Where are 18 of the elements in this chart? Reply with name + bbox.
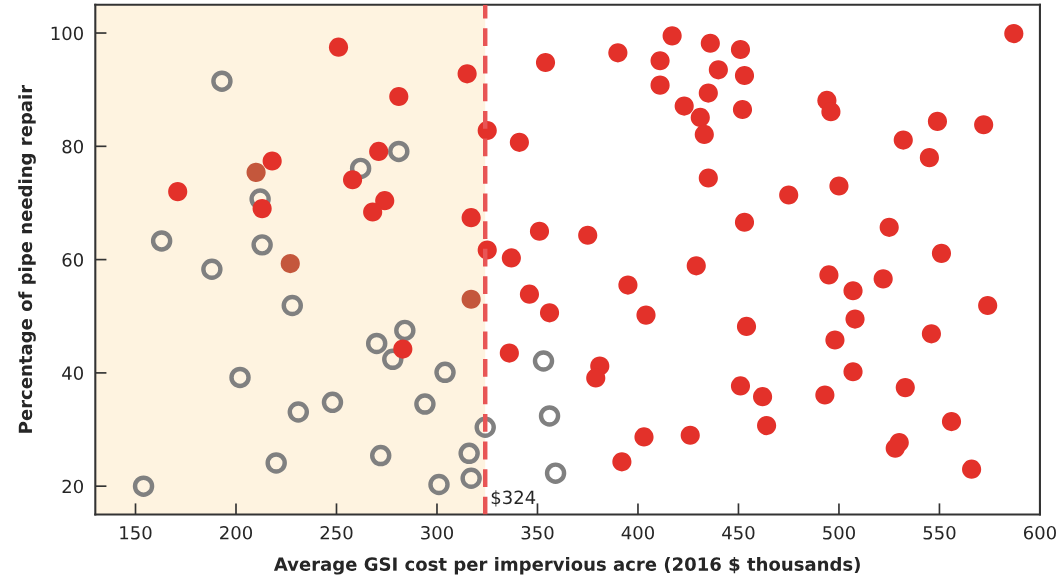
x-tick-label: 200: [220, 525, 253, 540]
x-tick-label: 300: [421, 525, 454, 540]
x-tick-label: 450: [722, 525, 755, 540]
x-axis-title: Average GSI cost per impervious acre (2016 $ thousands): [273, 556, 860, 575]
x-tick-label: 250: [320, 525, 353, 540]
y-tick-label: 100: [51, 26, 83, 41]
y-tick-label: 20: [62, 479, 83, 494]
x-tick-label: 550: [923, 525, 956, 540]
x-tick-label: 350: [521, 525, 554, 540]
ref-line-label: $324: [491, 490, 536, 507]
y-tick-label: 60: [62, 253, 83, 267]
y-tick-label: 40: [62, 366, 83, 381]
x-tick-label: 150: [120, 525, 152, 540]
y-axis-title: Percentage of pipe needing repair: [18, 84, 36, 433]
x-tick-label: 500: [823, 525, 855, 540]
x-tick-label: 600: [1023, 525, 1056, 540]
y-tick-label: 80: [62, 139, 83, 154]
x-tick-label: 400: [621, 525, 654, 540]
